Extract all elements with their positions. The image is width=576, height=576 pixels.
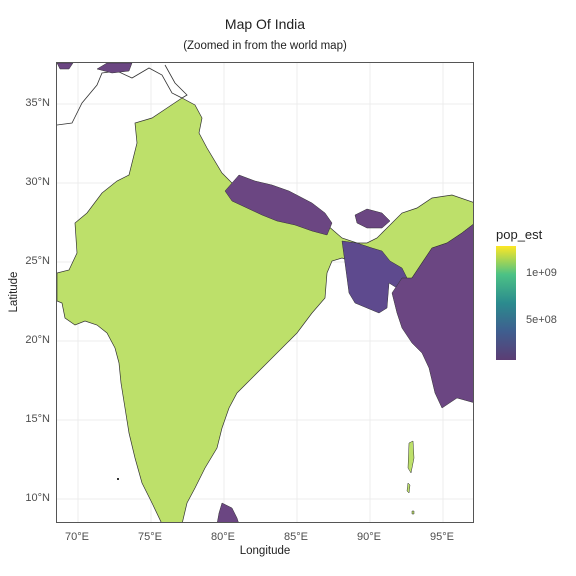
x-axis-label: Longitude <box>239 545 291 557</box>
region-bhutan <box>354 208 391 229</box>
ytick-20: 20°N <box>25 334 50 346</box>
map-panel <box>56 62 474 523</box>
ytick-15: 15°N <box>25 413 50 425</box>
region-srilanka <box>217 502 239 522</box>
legend-label-1e9: 1e+09 <box>526 267 557 279</box>
legend-label-5e8: 5e+08 <box>526 314 557 326</box>
xtick-85: 85°E <box>284 531 308 543</box>
y-axis-label: Latitude <box>8 271 20 313</box>
xtick-95: 95°E <box>430 531 454 543</box>
chart-subtitle: (Zoomed in from the world map) <box>183 40 347 52</box>
region-myanmar <box>391 224 473 409</box>
ytick-35: 35°N <box>25 97 50 109</box>
region-andaman <box>406 440 415 515</box>
region-china-top <box>57 63 133 74</box>
legend-tick-1e9 <box>516 272 520 273</box>
region-island-dot <box>117 478 119 480</box>
chart-title: Map Of India <box>224 16 306 32</box>
legend-colorbar <box>496 246 516 360</box>
region-outline-north <box>57 64 188 126</box>
region-nepal <box>224 174 333 236</box>
xtick-80: 80°E <box>211 531 235 543</box>
ytick-30: 30°N <box>25 176 50 188</box>
ytick-25: 25°N <box>25 255 50 267</box>
xtick-90: 90°E <box>357 531 381 543</box>
xtick-70: 70°E <box>65 531 89 543</box>
ytick-10: 10°N <box>25 492 50 504</box>
legend-title: pop_est <box>496 227 543 242</box>
region-bangladesh <box>341 240 408 314</box>
legend-tick-5e8 <box>516 319 520 320</box>
xtick-75: 75°E <box>138 531 162 543</box>
